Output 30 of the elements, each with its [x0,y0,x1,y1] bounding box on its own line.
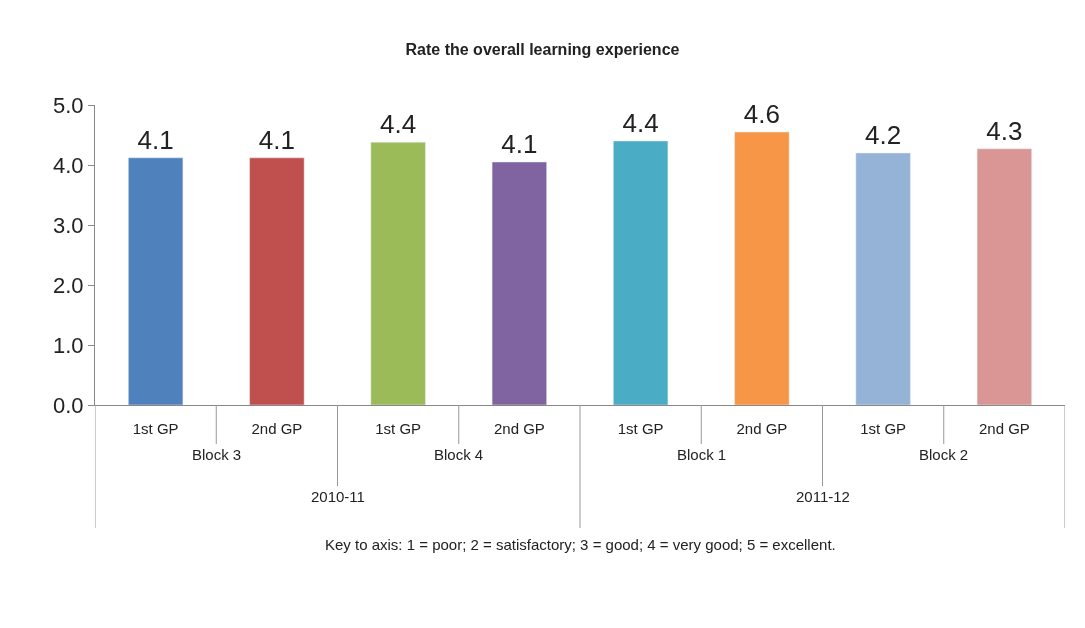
x-tick-label: 2nd GP [736,420,788,437]
text: Block 2 [919,446,969,463]
data-label: 4.3 [986,115,1023,146]
x-tick-label: 2nd GP [978,420,1030,437]
data-label: 4.2 [865,120,902,150]
y-tick-label: 1.0 [53,332,84,358]
y-tick-label: 4.0 [53,152,84,178]
y-tick-label: 0.0 [53,392,84,418]
data-label: 4.1 [501,129,538,159]
text: Block 3 [192,446,242,463]
data-label: 4.1 [137,124,174,155]
x-tick-label: 2nd GP [493,420,545,437]
text: Block 4 [434,446,484,463]
data-label: 4.4 [380,109,417,140]
x-tick-label: 2nd GP [251,420,303,437]
text: 2011-12 [796,488,850,505]
y-tick-label: 3.0 [53,212,84,238]
data-label: 4.1 [258,124,295,155]
data-label: 4.6 [743,99,780,129]
y-tick-label: 5.0 [53,92,84,118]
x-tick-label: 1st GP [617,420,664,437]
y-tick-label: 2.0 [53,272,84,298]
x-tick-label: 1st GP [375,420,422,437]
text: Key to axis: 1 = poor; 2 = satisfactory; 3 = good; 4 = very good; 5 = excellent. [325,536,836,553]
text: 2010-11 [311,488,365,505]
data-label: 4.4 [622,108,659,138]
chart-title: Rate the overall learning experience [405,41,680,59]
x-tick-label: 1st GP [132,420,179,437]
x-tick-label: 1st GP [860,420,907,437]
text: Block 1 [677,446,727,463]
